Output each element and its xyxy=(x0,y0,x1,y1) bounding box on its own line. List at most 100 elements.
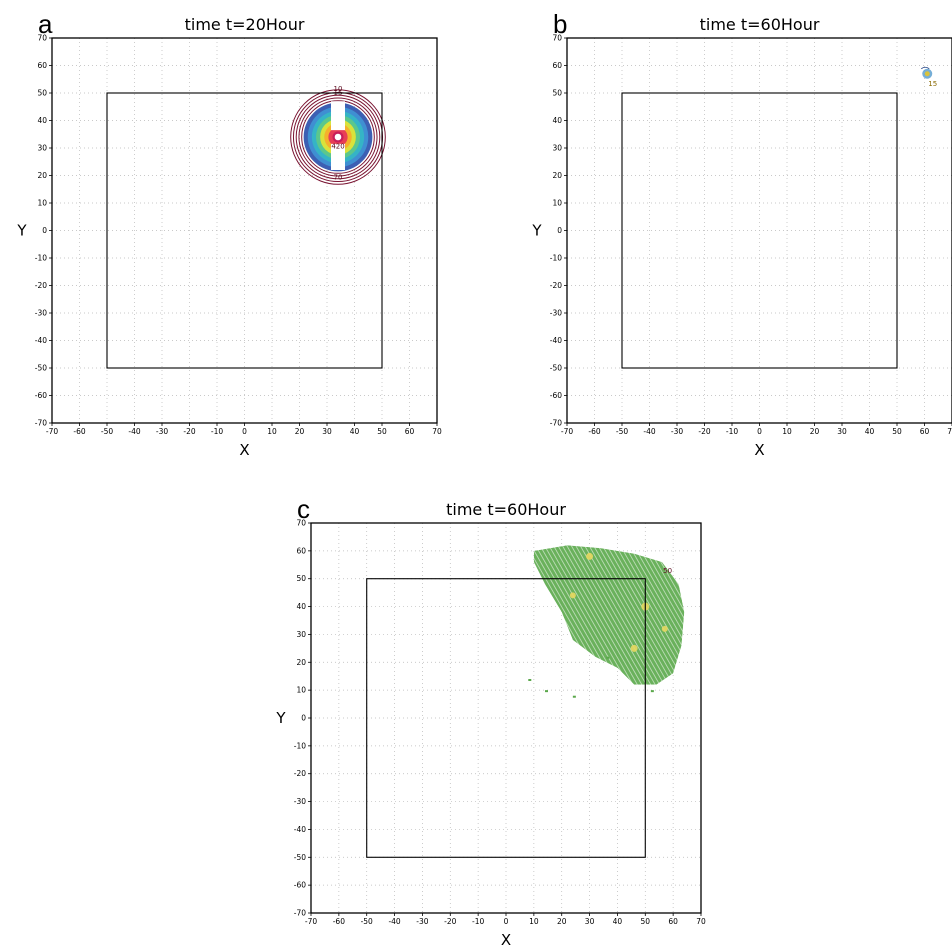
x-tick-label: 50 xyxy=(892,427,902,436)
hatch-line xyxy=(544,545,657,685)
inner-square xyxy=(621,92,898,369)
x-axis-label: X xyxy=(754,441,764,459)
x-tick-label: -20 xyxy=(444,917,456,926)
y-tick-label: -10 xyxy=(35,254,47,263)
x-tick-label: 60 xyxy=(405,427,415,436)
hatch-line xyxy=(688,523,799,718)
hatch-line xyxy=(580,545,685,685)
inner-square xyxy=(366,578,646,858)
x-tick-label: 60 xyxy=(668,917,678,926)
hatch-line xyxy=(741,523,852,718)
y-tick-label: 10 xyxy=(296,686,306,695)
x-axis-label: X xyxy=(501,931,511,946)
hatch-line xyxy=(678,545,685,685)
axis-ticks: -70 -60 -50 -40 -30 -20 -10 0 10 20 30 40 50 60 70 -70 -… xyxy=(550,34,952,436)
hatch-line xyxy=(611,545,685,685)
field-area xyxy=(533,545,685,685)
contour-label: 50 xyxy=(663,567,672,575)
y-tick-label: 10 xyxy=(37,199,47,208)
x-tick-label: -60 xyxy=(588,427,600,436)
y-tick-label: -40 xyxy=(35,336,47,345)
field-speck xyxy=(572,695,576,698)
hatch-line xyxy=(719,523,830,718)
x-tick-label: 30 xyxy=(837,427,847,436)
x-tick-label: -10 xyxy=(211,427,223,436)
y-tick-label: -30 xyxy=(35,309,47,318)
x-tick-label: -30 xyxy=(416,917,428,926)
panel-a: 10 15 70 420 -70 -60 -50 -40 -30 -20 -10 0 10 20 30 40 5… xyxy=(0,0,470,470)
x-tick-label: -30 xyxy=(671,427,683,436)
x-tick-label: 70 xyxy=(432,427,442,436)
y-tick-label: 40 xyxy=(296,602,306,611)
hatch-line xyxy=(389,523,500,718)
hatch-line xyxy=(673,545,685,685)
field-highlight xyxy=(630,644,638,652)
contour-label: 420 xyxy=(331,142,344,150)
y-tick-label: -40 xyxy=(550,336,562,345)
hatch-line xyxy=(420,523,531,718)
panel-b: 15-70-60-50-40-30-20-10010203040506070-7… xyxy=(515,0,952,470)
y-tick-label: 30 xyxy=(552,144,562,153)
y-tick-label: -10 xyxy=(294,741,306,750)
y-tick-label: 30 xyxy=(37,144,47,153)
y-tick-label: 0 xyxy=(301,714,306,723)
hatch-line xyxy=(533,545,550,685)
y-tick-label: 40 xyxy=(37,116,47,125)
field-layer: 50 xyxy=(389,523,852,718)
hatch-line xyxy=(533,545,631,685)
hatch-line xyxy=(682,545,685,685)
field-patch xyxy=(389,523,852,718)
hatch-line xyxy=(575,545,685,685)
y-tick-label: -30 xyxy=(294,797,306,806)
y-tick-label: -30 xyxy=(550,309,562,318)
x-tick-label: -70 xyxy=(305,917,317,926)
y-tick-label: 10 xyxy=(552,199,562,208)
x-axis-label: X xyxy=(239,441,249,459)
chart-title: time t=60Hour xyxy=(700,15,820,34)
y-tick-label: -20 xyxy=(550,281,562,290)
x-tick-label: 30 xyxy=(322,427,332,436)
x-tick-label: 40 xyxy=(350,427,360,436)
label-gap xyxy=(331,101,345,131)
chart-c: 50-70 -60 -50 -40 -30 -20 -10 0 10 20 30 40 50 60 70-7… xyxy=(275,494,706,946)
hatch-line xyxy=(710,523,821,718)
y-axis-label: Y xyxy=(531,222,542,240)
field-speck xyxy=(528,679,532,681)
hatch-line xyxy=(398,523,509,718)
y-tick-label: -50 xyxy=(550,364,562,373)
y-tick-label: 40 xyxy=(552,116,562,125)
hatch-line xyxy=(533,545,541,685)
x-tick-label: 0 xyxy=(242,427,247,436)
hatch-line xyxy=(701,523,812,718)
contour-label: 70 xyxy=(334,173,343,181)
field-layer: 15 xyxy=(921,66,937,88)
y-tick-label: -60 xyxy=(550,391,562,400)
x-tick-label: 10 xyxy=(267,427,277,436)
y-tick-label: 70 xyxy=(37,34,47,43)
hatch-line xyxy=(728,523,839,718)
hatch-line xyxy=(615,545,685,685)
x-tick-label: -70 xyxy=(561,427,573,436)
x-tick-label: -70 xyxy=(46,427,58,436)
contour-label: 15 xyxy=(928,80,937,88)
y-axis-label: Y xyxy=(275,709,286,727)
hatch-line xyxy=(533,545,537,685)
contour-ring xyxy=(290,89,386,185)
panel-letter: a xyxy=(38,9,53,39)
y-tick-label: 70 xyxy=(296,519,306,528)
hatch-line xyxy=(533,545,644,685)
x-tick-label: -20 xyxy=(698,427,710,436)
y-tick-label: -70 xyxy=(550,419,562,428)
x-tick-label: 20 xyxy=(557,917,567,926)
y-tick-label: -50 xyxy=(35,364,47,373)
x-tick-label: -50 xyxy=(101,427,113,436)
x-tick-label: -40 xyxy=(643,427,655,436)
field-highlight xyxy=(569,592,576,599)
y-tick-label: 50 xyxy=(37,89,47,98)
chart-title: time t=20Hour xyxy=(185,15,305,34)
inner-square xyxy=(106,92,383,369)
hatch-line xyxy=(549,545,662,685)
hatch-line xyxy=(535,545,648,685)
